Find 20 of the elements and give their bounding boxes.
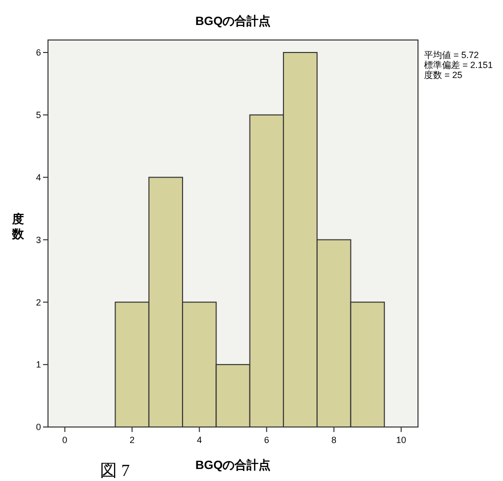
y-tick-label: 5 xyxy=(36,110,41,120)
x-tick-label: 2 xyxy=(130,435,135,445)
y-axis-title: 度数 xyxy=(11,212,25,241)
x-tick-label: 10 xyxy=(396,435,406,445)
x-tick-label: 0 xyxy=(62,435,68,445)
x-tick-label: 8 xyxy=(331,435,336,445)
text: 度数 = 25 xyxy=(424,70,462,80)
x-tick-label: 4 xyxy=(196,435,202,445)
text: 平均値 = 5.72 xyxy=(424,50,479,60)
caption: 図 7 xyxy=(100,461,130,480)
chart-title: BGQの合計点 xyxy=(195,14,271,28)
y-tick-label: 1 xyxy=(36,360,41,370)
y-tick-label: 2 xyxy=(36,297,41,308)
y-tick-label: 6 xyxy=(36,48,41,58)
text: 標準偏差 = 2.151 xyxy=(424,60,493,70)
y-tick-label: 3 xyxy=(36,234,41,245)
x-tick-label: 6 xyxy=(264,435,270,445)
x-axis-title: BGQの合計点 xyxy=(195,458,271,472)
y-tick-label: 0 xyxy=(36,422,41,432)
y-tick-label: 4 xyxy=(36,172,41,182)
